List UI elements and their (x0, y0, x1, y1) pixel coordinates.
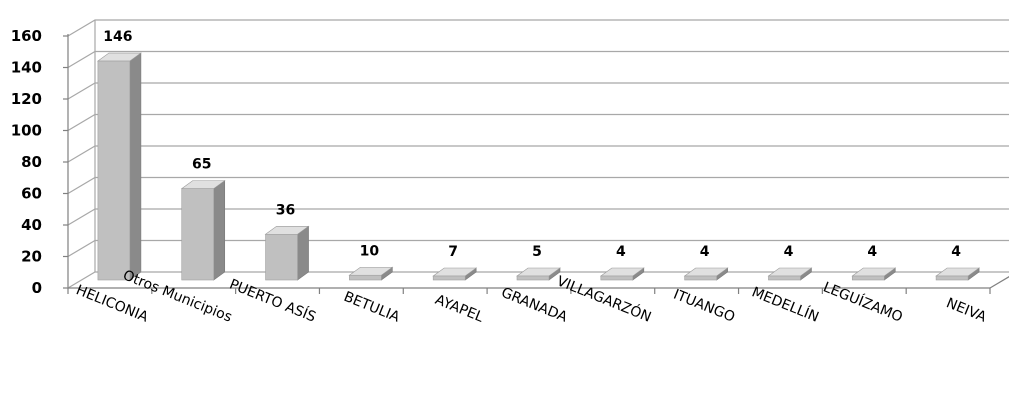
y-tick-label: 100 (11, 122, 42, 140)
bar-side (297, 225, 309, 281)
bar-side (213, 180, 226, 281)
bar (599, 267, 645, 281)
bar (348, 266, 394, 281)
x-category-label: GRANADA (499, 285, 570, 326)
y-tick-label: 120 (11, 90, 42, 108)
bar-side (129, 52, 142, 281)
gridline (67, 19, 1009, 37)
data-label: 146 (103, 29, 132, 45)
y-tick-label: 40 (21, 216, 42, 234)
gridline (67, 82, 1009, 100)
data-label: 4 (700, 244, 710, 260)
y-tick-label: 20 (21, 248, 42, 266)
x-category-label: MEDELLÍN (749, 283, 821, 325)
bar-front (935, 275, 969, 281)
bar (432, 267, 478, 281)
x-category-label: ITUANGO (671, 287, 737, 326)
bars (96, 52, 981, 281)
floor-right-edge (989, 276, 1009, 289)
x-category-label: AYAPEL (433, 292, 486, 326)
bar (767, 267, 813, 281)
gridline (67, 113, 1009, 132)
data-label: 10 (360, 243, 380, 259)
bar-front (432, 275, 466, 281)
y-tick-label: 0 (32, 279, 42, 297)
x-category-label: LEGUÍZAMO (821, 278, 905, 325)
bar-front (600, 275, 634, 281)
data-label: 65 (192, 157, 211, 173)
data-label: 4 (616, 244, 626, 260)
x-category-label: NEIVA (944, 295, 989, 326)
data-label: 4 (951, 244, 961, 260)
bar (683, 267, 729, 281)
bar-front (684, 275, 717, 281)
bar-front (768, 275, 801, 281)
bar-front (516, 275, 550, 281)
y-tick-label: 80 (21, 153, 42, 171)
data-label: 36 (276, 202, 295, 218)
bar (935, 267, 981, 281)
bar-front (851, 275, 885, 281)
bar (516, 267, 561, 281)
y-tick-label: 60 (21, 185, 42, 203)
data-label: 4 (867, 244, 877, 260)
data-label: 7 (448, 244, 458, 260)
y-tick-label: 160 (11, 27, 42, 45)
x-category-label: PUERTO ASÍS (227, 276, 319, 326)
data-label: 4 (784, 244, 794, 260)
bar-front (265, 234, 298, 281)
bar-front (349, 274, 382, 281)
bar (180, 180, 226, 281)
bar-front (97, 60, 131, 281)
data-label: 5 (532, 244, 542, 260)
data-labels: 146 65 36 10 7 5 4 4 4 4 4 (103, 29, 961, 260)
bar-front (181, 188, 215, 281)
x-category-label: BETULIA (341, 289, 402, 326)
y-tick-label: 140 (11, 59, 42, 77)
y-axis-ticks: 0 20 40 60 80 100 120 140 160 (11, 27, 42, 297)
bar (851, 267, 897, 281)
bar (264, 225, 310, 281)
bar (96, 52, 142, 281)
gridline (67, 50, 1009, 69)
